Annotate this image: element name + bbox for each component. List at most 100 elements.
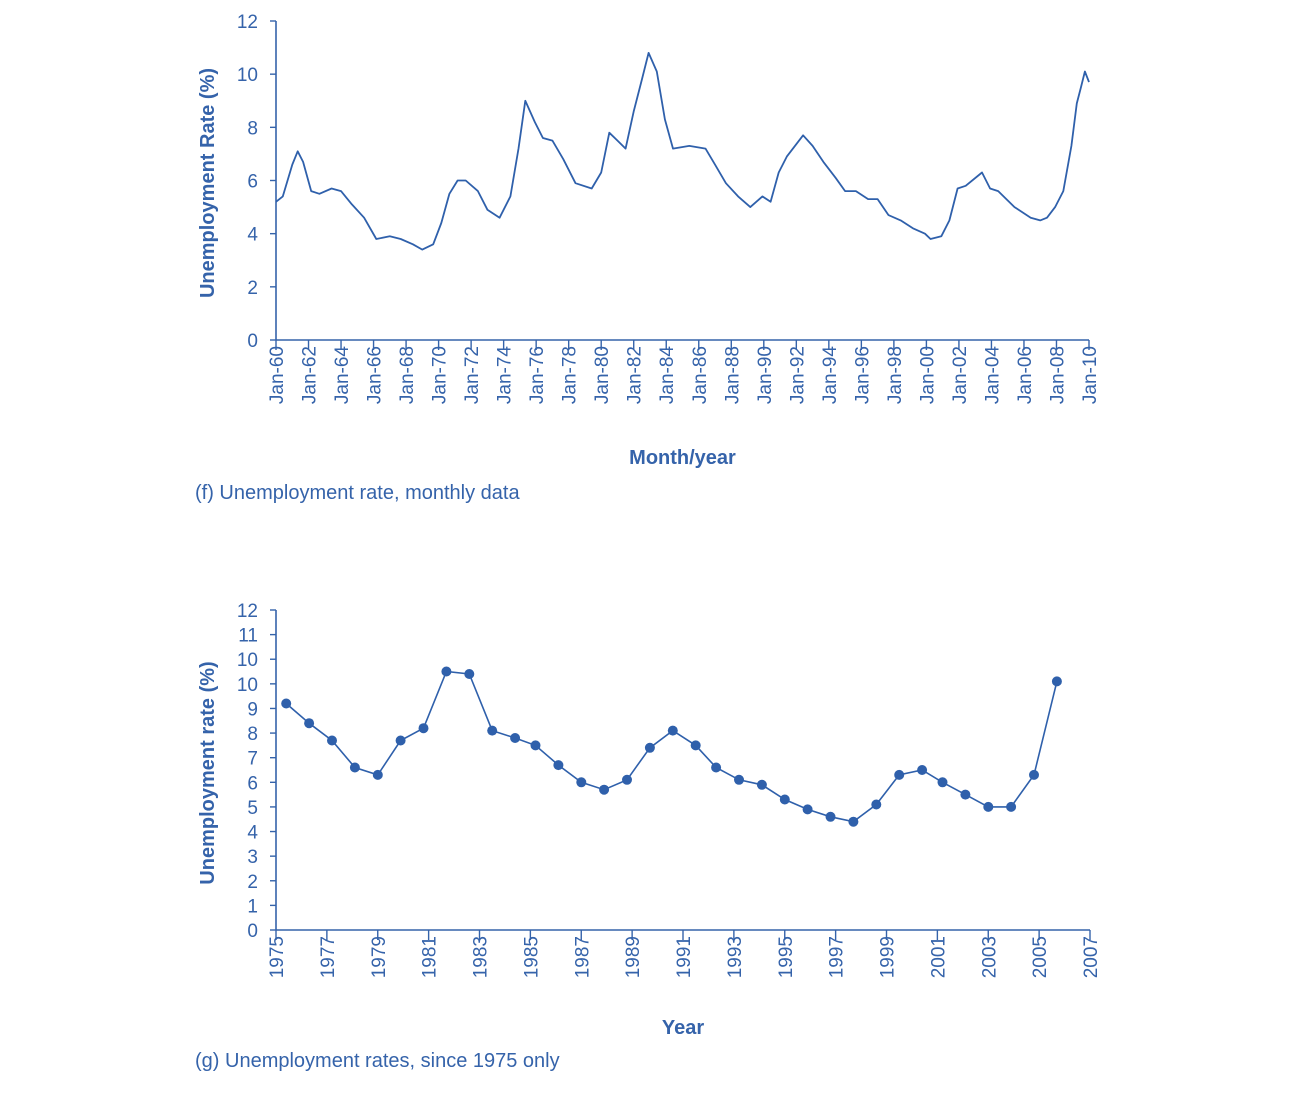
data-point <box>576 777 587 788</box>
data-point <box>756 779 767 790</box>
x-tick-label: Jan-84 <box>657 346 678 405</box>
x-tick-label: 2007 <box>1081 936 1102 978</box>
data-point <box>464 669 475 679</box>
x-tick-label: Jan-88 <box>722 346 743 404</box>
x-tick-label: 2001 <box>928 936 949 978</box>
y-tick-label: 2 <box>247 872 258 893</box>
x-axis-title: Year <box>662 1017 704 1039</box>
x-tick-label: Jan-90 <box>755 346 776 404</box>
x-tick-label: Jan-08 <box>1047 346 1068 404</box>
x-tick-label: Jan-76 <box>527 346 548 404</box>
y-tick-label: 6 <box>247 172 258 193</box>
y-axis-title: Unemployment Rate (%) <box>197 68 219 298</box>
x-tick-label: Jan-64 <box>332 346 353 405</box>
data-point <box>802 804 813 815</box>
data-point <box>734 774 744 785</box>
data-point <box>894 769 905 780</box>
x-tick-label: 1983 <box>471 936 492 978</box>
data-point <box>304 718 315 729</box>
x-tick-label: 1975 <box>267 936 288 978</box>
data-point <box>327 735 337 746</box>
y-tick-label: 10 <box>237 65 258 86</box>
y-tick-label: 10 <box>237 650 258 671</box>
y-tick-label: 8 <box>247 724 258 745</box>
data-point <box>530 740 541 751</box>
data-point <box>937 777 948 788</box>
x-tick-label: 1977 <box>318 936 339 978</box>
x-tick-label: Jan-02 <box>950 346 971 404</box>
data-point <box>917 765 928 775</box>
data-point <box>983 801 994 812</box>
x-tick-label: Jan-06 <box>1015 346 1036 404</box>
data-point <box>1029 769 1039 780</box>
data-point <box>418 723 429 734</box>
data-point <box>848 816 859 827</box>
data-point <box>667 725 678 736</box>
y-tick-label: 2 <box>247 278 258 299</box>
data-point <box>644 742 655 753</box>
x-tick-label: Jan-92 <box>787 346 808 404</box>
x-tick-label: Jan-74 <box>495 346 516 405</box>
y-tick-label: 9 <box>247 699 258 720</box>
x-tick-label: Jan-86 <box>690 346 711 404</box>
data-point <box>487 725 498 736</box>
x-tick-label: 1991 <box>674 936 695 978</box>
x-tick-label: 1985 <box>521 936 542 978</box>
y-tick-label: 8 <box>247 118 258 139</box>
x-tick-label: 1979 <box>369 936 390 978</box>
x-tick-label: Jan-78 <box>560 346 581 404</box>
x-tick-label: Jan-72 <box>462 346 483 404</box>
data-point <box>711 762 722 773</box>
data-point <box>1006 801 1017 812</box>
x-tick-label: Jan-68 <box>397 346 418 404</box>
y-tick-label: 6 <box>247 773 258 794</box>
x-tick-label: 2003 <box>979 936 1000 978</box>
data-point <box>960 789 971 800</box>
y-tick-label: 5 <box>247 798 258 819</box>
data-point <box>871 799 882 810</box>
x-tick-label: Jan-04 <box>982 346 1003 405</box>
x-tick-label: 1997 <box>827 936 848 978</box>
data-point <box>441 666 452 677</box>
y-tick-label: 7 <box>247 749 258 770</box>
x-tick-label: Jan-66 <box>365 346 386 404</box>
data-point <box>281 698 292 709</box>
data-point <box>395 735 406 746</box>
data-point <box>510 733 521 743</box>
data-point <box>372 769 383 780</box>
chart-caption: (f) Unemployment rate, monthly data <box>195 482 520 504</box>
y-tick-label: 0 <box>247 331 258 352</box>
data-point <box>599 784 610 795</box>
x-tick-label: Jan-00 <box>917 346 938 404</box>
data-point <box>553 760 564 771</box>
y-tick-label: 12 <box>237 12 258 33</box>
chart-f-monthly: 0 2 4 6 8 10 12 Jan-60 Jan-62 Jan-64 Jan-66 Jan-68 J… <box>195 12 1101 504</box>
x-tick-label: Jan-70 <box>430 346 451 404</box>
y-tick-label: 1 <box>247 896 258 917</box>
series-line <box>285 670 1058 823</box>
x-tick-label: Jan-62 <box>300 346 321 404</box>
y-tick-label: 4 <box>247 225 258 246</box>
x-tick-label: 1981 <box>420 936 441 978</box>
x-tick-label: Jan-80 <box>592 346 613 404</box>
x-axis-title: Month/year <box>629 447 736 469</box>
x-tick-label: Jan-10 <box>1080 346 1101 404</box>
y-tick-label: 12 <box>237 601 258 622</box>
data-point <box>622 774 632 785</box>
data-point <box>825 811 836 822</box>
data-point <box>349 762 360 773</box>
x-tick-label: Jan-82 <box>625 346 646 404</box>
x-tick-label: Jan-60 <box>267 346 288 404</box>
x-tick-label: 1995 <box>776 936 797 978</box>
y-tick-label: 4 <box>247 823 258 844</box>
x-tick-label: 1989 <box>623 936 644 978</box>
x-tick-label: 1993 <box>725 936 746 978</box>
x-tick-label: Jan-98 <box>885 346 906 404</box>
chart-caption: (g) Unemployment rates, since 1975 only <box>195 1050 560 1072</box>
data-point <box>1051 676 1062 687</box>
y-tick-label: 10 <box>237 675 258 696</box>
x-tick-label: 2005 <box>1030 936 1051 978</box>
y-axis-title: Unemployment rate (%) <box>197 661 219 884</box>
